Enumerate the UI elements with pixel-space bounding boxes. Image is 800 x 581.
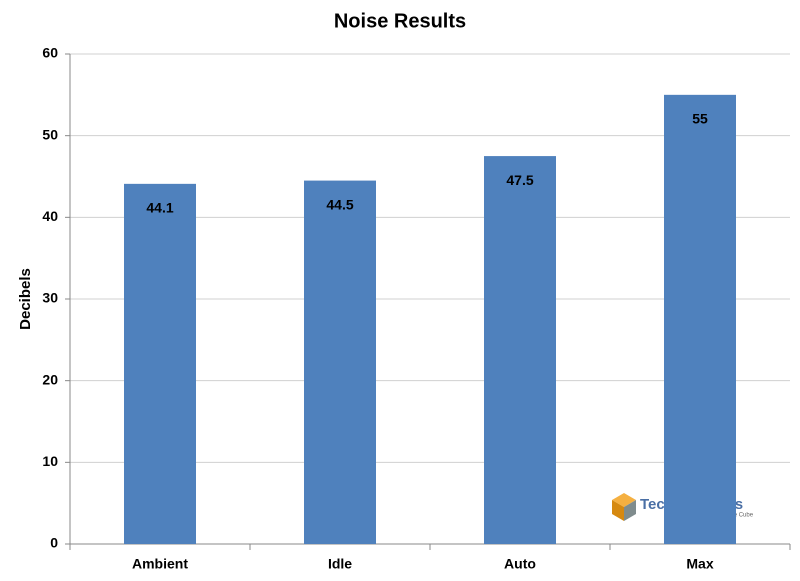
data-label: 44.5: [326, 196, 353, 212]
chart-title: Noise Results: [334, 10, 466, 32]
y-tick-label: 20: [42, 371, 58, 387]
y-tick-label: 60: [42, 45, 58, 61]
bar: [484, 156, 556, 545]
y-axis-label: Decibels: [17, 268, 34, 330]
data-label: 44.1: [146, 200, 173, 216]
data-label: 55: [692, 111, 708, 127]
y-tick-label: 40: [42, 208, 58, 224]
x-tick-label: Auto: [504, 556, 536, 572]
x-tick-label: Max: [686, 556, 713, 572]
bar: [304, 180, 376, 545]
x-tick-label: Ambient: [132, 556, 188, 572]
y-tick-label: 50: [42, 126, 58, 142]
y-tick-label: 10: [42, 453, 58, 469]
watermark-icon: [612, 493, 636, 521]
y-tick-label: 0: [50, 535, 58, 551]
data-label: 47.5: [506, 172, 533, 188]
bar: [124, 183, 196, 544]
y-tick-label: 30: [42, 290, 58, 306]
x-tick-label: Idle: [328, 556, 352, 572]
bar: [664, 94, 736, 544]
